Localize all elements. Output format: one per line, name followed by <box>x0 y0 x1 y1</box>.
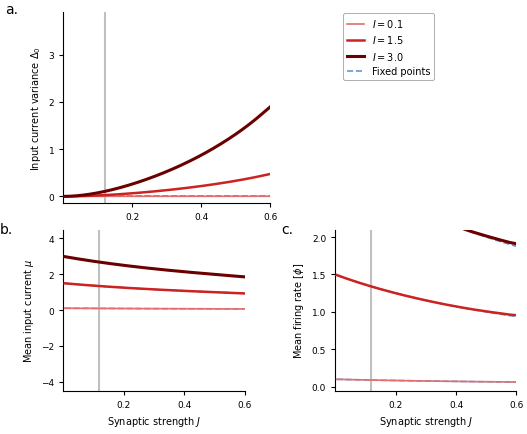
X-axis label: Synaptic strength $J$: Synaptic strength $J$ <box>120 227 214 241</box>
Text: b.: b. <box>0 222 13 236</box>
Y-axis label: Input current variance $\Delta_0$: Input current variance $\Delta_0$ <box>29 46 43 171</box>
Y-axis label: Mean firing rate $[\phi]$: Mean firing rate $[\phi]$ <box>292 262 306 358</box>
X-axis label: Synaptic strength $J$: Synaptic strength $J$ <box>379 414 473 428</box>
Y-axis label: Mean input current $\mu$: Mean input current $\mu$ <box>22 258 35 362</box>
Text: a.: a. <box>5 3 18 17</box>
Text: c.: c. <box>281 222 293 236</box>
X-axis label: Synaptic strength $J$: Synaptic strength $J$ <box>107 414 201 428</box>
Legend: $I = 0.1$, $I = 1.5$, $I = 3.0$, Fixed points: $I = 0.1$, $I = 1.5$, $I = 3.0$, Fixed p… <box>343 14 434 81</box>
